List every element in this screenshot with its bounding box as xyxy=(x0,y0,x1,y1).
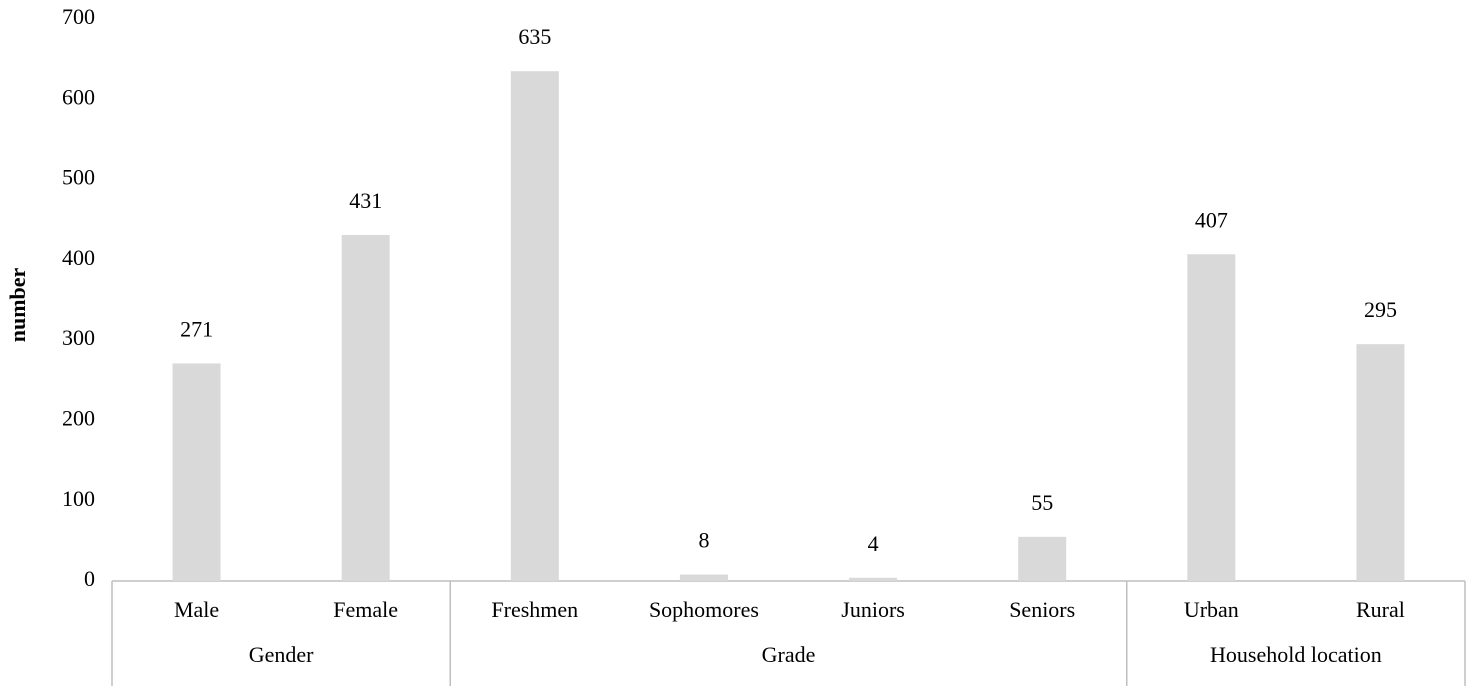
bar xyxy=(849,577,898,581)
value-label: 8 xyxy=(698,528,709,553)
y-tick-label: 100 xyxy=(62,486,95,511)
group-label: Household location xyxy=(1210,642,1382,667)
x-tick-label: Sophomores xyxy=(649,597,759,622)
bar xyxy=(1018,536,1067,581)
group-label: Grade xyxy=(762,642,816,667)
y-tick-label: 400 xyxy=(62,245,95,270)
y-tick-label: 500 xyxy=(62,165,95,190)
value-label: 407 xyxy=(1195,207,1228,232)
group-label: Gender xyxy=(249,642,314,667)
value-label: 635 xyxy=(518,24,551,49)
bar xyxy=(1356,344,1405,581)
x-tick-label: Male xyxy=(174,597,219,622)
x-tick-label: Urban xyxy=(1184,597,1239,622)
x-tick-label: Freshmen xyxy=(491,597,578,622)
y-tick-label: 300 xyxy=(62,325,95,350)
x-tick-label: Seniors xyxy=(1009,597,1075,622)
value-label: 271 xyxy=(180,316,213,341)
bar xyxy=(1187,254,1236,582)
x-tick-label: Rural xyxy=(1356,597,1405,622)
x-tick-label: Juniors xyxy=(841,597,905,622)
y-tick-label: 0 xyxy=(84,566,95,591)
value-label: 295 xyxy=(1364,297,1397,322)
bar xyxy=(679,574,728,581)
bar xyxy=(172,363,221,581)
value-label: 431 xyxy=(349,188,382,213)
bar xyxy=(341,234,390,581)
y-axis-title: number xyxy=(5,267,30,342)
value-label: 4 xyxy=(868,531,879,556)
x-tick-label: Female xyxy=(333,597,398,622)
y-tick-label: 200 xyxy=(62,405,95,430)
y-tick-label: 700 xyxy=(62,4,95,29)
value-label: 55 xyxy=(1031,490,1053,515)
bar xyxy=(510,71,559,581)
y-tick-label: 600 xyxy=(62,84,95,109)
